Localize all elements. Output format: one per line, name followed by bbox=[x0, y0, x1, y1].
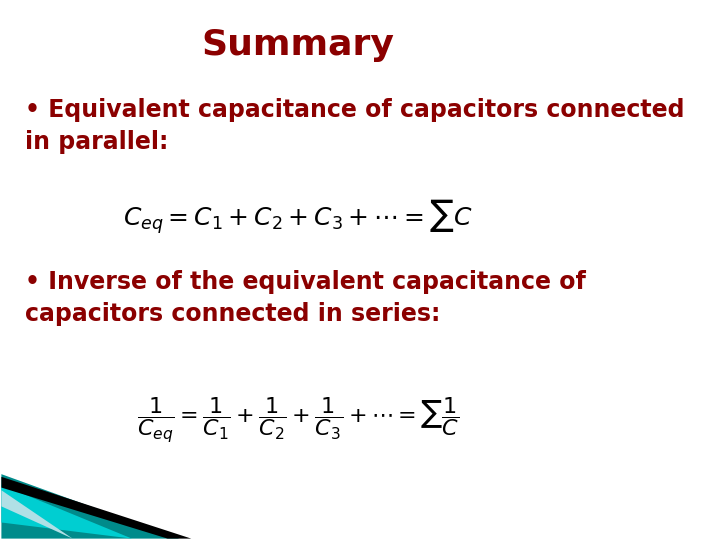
Polygon shape bbox=[1, 485, 132, 538]
Polygon shape bbox=[1, 490, 73, 538]
Polygon shape bbox=[1, 474, 179, 538]
Text: • Equivalent capacitance of capacitors connected
in parallel:: • Equivalent capacitance of capacitors c… bbox=[25, 98, 685, 154]
Text: $\dfrac{1}{C_{eq}} = \dfrac{1}{C_1} + \dfrac{1}{C_2} + \dfrac{1}{C_3} + \cdots =: $\dfrac{1}{C_{eq}} = \dfrac{1}{C_1} + \d… bbox=[137, 395, 459, 445]
Text: $C_{eq} = C_1 + C_2 + C_3 + \cdots = \sum C$: $C_{eq} = C_1 + C_2 + C_3 + \cdots = \su… bbox=[123, 197, 473, 235]
Polygon shape bbox=[1, 477, 192, 538]
Text: Summary: Summary bbox=[202, 28, 395, 62]
Text: • Inverse of the equivalent capacitance of
capacitors connected in series:: • Inverse of the equivalent capacitance … bbox=[25, 270, 586, 326]
